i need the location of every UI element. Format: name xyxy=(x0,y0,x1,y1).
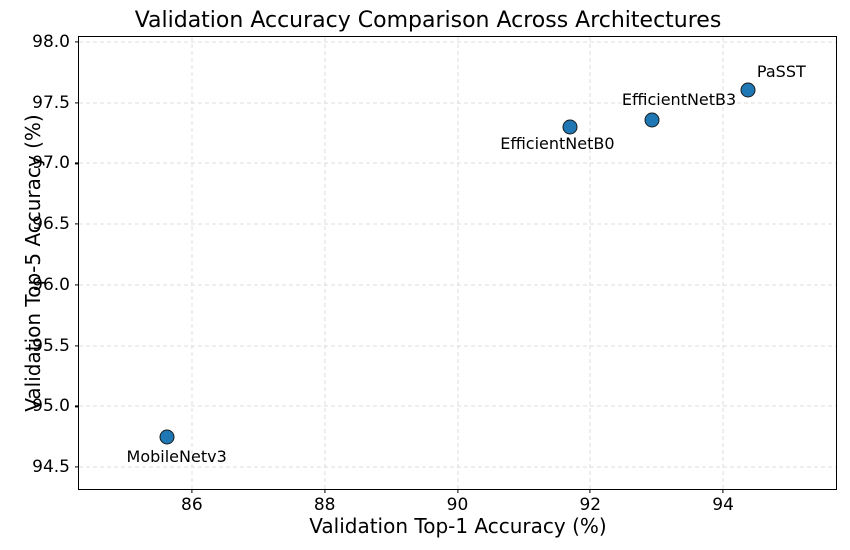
x-tick-label: 90 xyxy=(446,495,469,515)
y-gridline xyxy=(79,162,836,164)
data-point xyxy=(562,119,578,135)
x-tick-mark xyxy=(324,489,326,493)
data-point xyxy=(159,429,175,445)
y-tick-label: 97.5 xyxy=(32,92,70,113)
point-label: MobileNetv3 xyxy=(126,446,227,466)
y-tick-mark xyxy=(75,405,79,407)
y-gridline xyxy=(79,223,836,225)
x-gridline xyxy=(191,37,193,489)
x-tick-mark xyxy=(589,489,591,493)
y-tick-label: 95.5 xyxy=(32,335,70,356)
x-tick-label: 92 xyxy=(579,495,602,515)
y-tick-label: 98.0 xyxy=(32,31,70,52)
y-gridline xyxy=(79,102,836,104)
x-tick-label: 94 xyxy=(712,495,734,515)
y-tick-mark xyxy=(75,223,79,225)
chart-title: Validation Accuracy Comparison Across Ar… xyxy=(134,8,722,33)
x-axis-label: Validation Top-1 Accuracy (%) xyxy=(309,514,607,538)
x-tick-mark xyxy=(722,489,724,493)
y-gridline xyxy=(79,405,836,407)
x-tick-label: 86 xyxy=(181,495,203,515)
plot-area: 86 88 90 92 94 94.5 95.0 95.5 96.0 96.5 97.0 97.5 98… xyxy=(32,33,837,514)
y-axis-label: Validation Top-5 Accuracy (%) xyxy=(21,114,45,412)
x-tick-label: 88 xyxy=(313,495,336,515)
y-gridline xyxy=(79,284,836,286)
y-tick-label: 97.0 xyxy=(32,153,70,174)
point-label: PaSST xyxy=(756,62,806,82)
x-gridline xyxy=(457,37,458,489)
y-tick-mark xyxy=(75,345,79,347)
x-gridline xyxy=(722,37,724,489)
y-gridline xyxy=(79,41,836,43)
y-tick-label: 96.5 xyxy=(32,214,70,235)
x-tick-mark xyxy=(456,489,459,493)
y-tick-label: 94.5 xyxy=(32,457,70,478)
x-tick-mark xyxy=(191,489,193,493)
data-point xyxy=(644,112,660,128)
data-point xyxy=(740,82,756,98)
y-tick-label: 96.0 xyxy=(32,274,70,295)
y-gridline xyxy=(79,345,836,347)
y-tick-mark xyxy=(75,162,79,164)
y-tick-mark xyxy=(75,41,79,43)
point-label: EfficientNetB3 xyxy=(621,89,737,109)
y-tick-mark xyxy=(75,284,79,286)
y-gridline xyxy=(79,466,836,468)
point-label: EfficientNetB0 xyxy=(500,133,615,153)
y-tick-mark xyxy=(75,466,79,468)
y-tick-mark xyxy=(75,102,79,104)
y-tick-label: 95.0 xyxy=(32,396,70,417)
x-gridline xyxy=(589,37,591,489)
x-gridline xyxy=(324,37,326,489)
